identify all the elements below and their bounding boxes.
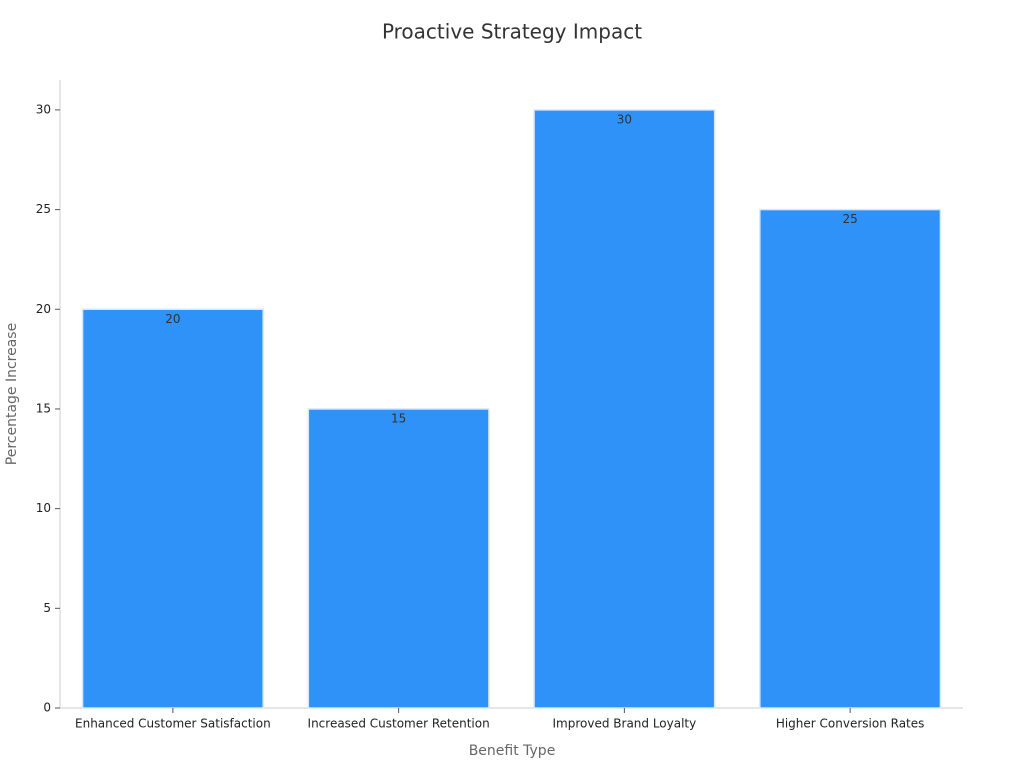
y-tick-label: 30 (36, 102, 51, 116)
data-label: 15 (391, 411, 406, 425)
x-tick-label: Higher Conversion Rates (776, 717, 925, 731)
data-label: 30 (617, 112, 632, 126)
y-tick-label: 5 (43, 601, 51, 615)
x-tick-label: Enhanced Customer Satisfaction (75, 717, 271, 731)
x-tick-label: Increased Customer Retention (308, 717, 490, 731)
bar (81, 308, 264, 709)
y-tick-label: 10 (36, 501, 51, 515)
y-tick-label: 0 (43, 701, 51, 715)
y-tick-label: 20 (36, 302, 51, 316)
data-label: 20 (165, 312, 180, 326)
bar (759, 208, 942, 709)
x-tick-label: Improved Brand Loyalty (553, 717, 697, 731)
bar (307, 408, 490, 709)
y-tick-label: 25 (36, 202, 51, 216)
y-axis-label: Percentage Increase (4, 323, 20, 465)
data-label: 25 (842, 212, 857, 226)
x-axis-label: Benefit Type (469, 743, 556, 759)
y-tick-label: 15 (36, 401, 51, 415)
bar (533, 109, 716, 709)
chart-title: Proactive Strategy Impact (382, 20, 642, 44)
